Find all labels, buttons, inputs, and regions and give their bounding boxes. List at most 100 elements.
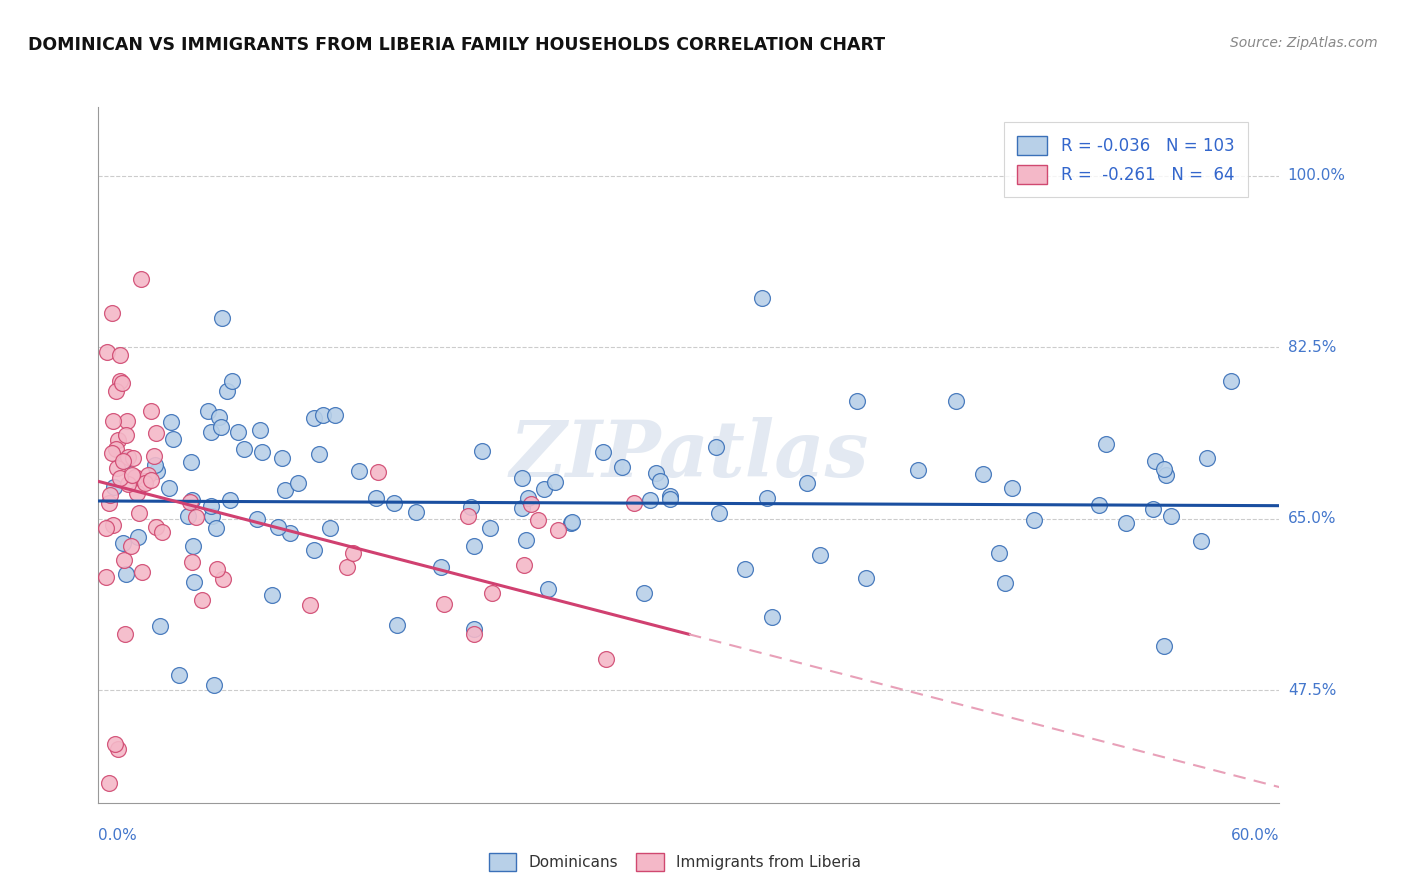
Point xyxy=(470,444,492,458)
Point xyxy=(127,486,149,500)
Point xyxy=(111,453,134,467)
Point xyxy=(150,524,173,539)
Point xyxy=(560,516,582,531)
Point xyxy=(197,404,219,418)
Point xyxy=(205,561,228,575)
Point xyxy=(1087,498,1109,512)
Text: 47.5%: 47.5% xyxy=(1288,682,1336,698)
Point xyxy=(972,467,994,482)
Point xyxy=(114,453,136,467)
Point xyxy=(211,310,233,325)
Point xyxy=(117,414,139,428)
Point xyxy=(115,428,138,442)
Point xyxy=(139,473,162,487)
Point xyxy=(481,586,503,600)
Point xyxy=(366,491,388,505)
Point xyxy=(145,426,167,441)
Point xyxy=(298,599,321,613)
Point xyxy=(107,742,129,756)
Point xyxy=(96,570,118,584)
Point xyxy=(246,512,269,526)
Point xyxy=(405,505,427,519)
Legend: R = -0.036   N = 103, R =  -0.261   N =  64: R = -0.036 N = 103, R = -0.261 N = 64 xyxy=(1004,122,1247,197)
Point xyxy=(103,517,125,532)
Point xyxy=(323,408,346,422)
Point xyxy=(515,533,537,547)
Point xyxy=(108,471,131,485)
Text: DOMINICAN VS IMMIGRANTS FROM LIBERIA FAMILY HOUSEHOLDS CORRELATION CHART: DOMINICAN VS IMMIGRANTS FROM LIBERIA FAM… xyxy=(28,36,886,54)
Point xyxy=(623,496,645,510)
Point xyxy=(988,546,1011,560)
Point xyxy=(533,482,555,496)
Point xyxy=(122,450,145,465)
Point xyxy=(181,493,204,508)
Point xyxy=(659,491,682,506)
Point xyxy=(200,425,222,439)
Point xyxy=(121,467,143,482)
Point xyxy=(132,474,155,488)
Point xyxy=(129,271,152,285)
Point xyxy=(101,306,124,320)
Point xyxy=(120,539,142,553)
Point xyxy=(100,488,122,502)
Point xyxy=(139,404,162,418)
Point xyxy=(808,548,831,562)
Point xyxy=(520,496,543,510)
Point xyxy=(233,442,256,456)
Text: 60.0%: 60.0% xyxy=(1232,828,1279,843)
Point xyxy=(516,491,538,505)
Point xyxy=(184,509,207,524)
Legend: Dominicans, Immigrants from Liberia: Dominicans, Immigrants from Liberia xyxy=(479,844,870,880)
Point xyxy=(169,668,191,682)
Point xyxy=(707,507,730,521)
Point xyxy=(104,737,127,751)
Point xyxy=(114,567,136,582)
Point xyxy=(855,571,877,585)
Point xyxy=(460,500,482,515)
Point xyxy=(105,461,128,475)
Point xyxy=(610,459,633,474)
Point xyxy=(1115,516,1137,530)
Point xyxy=(1154,468,1177,483)
Point xyxy=(142,449,165,463)
Point xyxy=(287,475,309,490)
Point xyxy=(278,526,301,541)
Point xyxy=(430,560,453,574)
Point xyxy=(513,558,536,572)
Point xyxy=(105,384,128,399)
Point xyxy=(308,447,330,461)
Point xyxy=(457,509,479,524)
Point xyxy=(127,530,149,544)
Point xyxy=(650,474,672,488)
Point xyxy=(131,566,153,580)
Point xyxy=(274,483,297,497)
Point xyxy=(179,495,201,509)
Point xyxy=(209,419,232,434)
Text: 100.0%: 100.0% xyxy=(1288,168,1346,183)
Point xyxy=(267,520,290,534)
Point xyxy=(463,627,485,641)
Point xyxy=(260,588,283,602)
Point xyxy=(183,574,205,589)
Point xyxy=(1153,639,1175,653)
Point xyxy=(143,458,166,473)
Point xyxy=(181,539,204,553)
Point xyxy=(117,477,139,491)
Point xyxy=(201,509,224,524)
Point xyxy=(112,535,135,549)
Point xyxy=(1024,513,1046,527)
Point xyxy=(756,491,779,506)
Point xyxy=(751,291,773,305)
Point xyxy=(219,492,242,507)
Point xyxy=(249,423,271,437)
Point xyxy=(1160,508,1182,523)
Point xyxy=(1095,436,1118,450)
Point xyxy=(205,521,228,535)
Point xyxy=(1153,462,1175,476)
Point xyxy=(107,434,129,448)
Point xyxy=(100,446,122,460)
Point xyxy=(134,476,156,491)
Point xyxy=(644,467,666,481)
Point xyxy=(1142,501,1164,516)
Point xyxy=(162,432,184,446)
